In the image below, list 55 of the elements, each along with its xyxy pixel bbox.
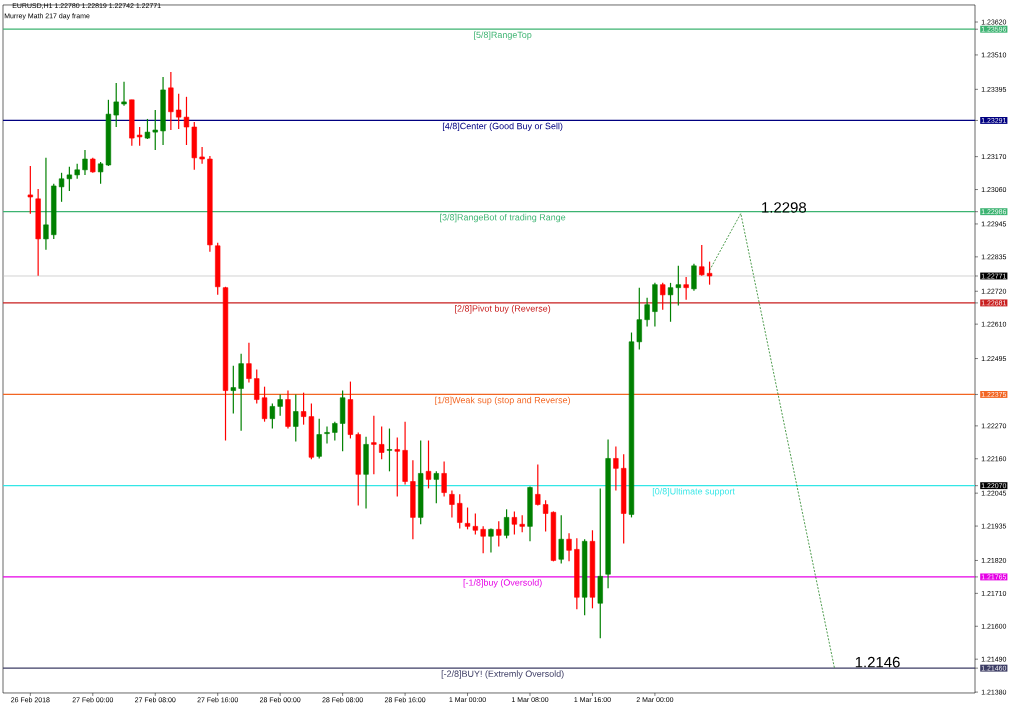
candlestick — [168, 71, 174, 131]
candlestick — [441, 460, 447, 498]
candlestick — [699, 244, 705, 277]
candlestick — [566, 532, 572, 562]
candlestick — [371, 415, 377, 475]
candlestick — [269, 402, 275, 430]
ref-line-label: [4/8]Center (Good Buy or Sell) — [442, 122, 563, 131]
candlestick — [457, 493, 463, 530]
candlestick — [113, 82, 119, 128]
candlestick — [488, 527, 494, 553]
candlestick — [433, 470, 439, 504]
candlestick — [379, 425, 385, 460]
ref-line-label: [-1/8]buy (Oversold) — [463, 579, 542, 588]
candlestick — [425, 439, 432, 489]
candlestick — [449, 489, 455, 518]
ref-line-label: [1/8]Weak sup (stop and Reverse) — [435, 396, 570, 405]
candlestick — [644, 297, 650, 328]
annotation: 1.2146 — [855, 656, 900, 668]
candlestick — [246, 342, 252, 384]
candlestick — [683, 276, 689, 301]
candlestick — [136, 126, 143, 147]
candlestick — [503, 508, 510, 539]
candlestick — [691, 263, 697, 292]
candlestick — [332, 421, 338, 442]
candlestick — [480, 525, 486, 554]
candlestick — [394, 436, 400, 498]
candlestick — [230, 365, 236, 415]
candlestick — [121, 81, 127, 107]
candlestick — [293, 393, 299, 443]
ref-line-label: [-2/8]BUY! (Extremly Oversold) — [441, 670, 564, 679]
candlestick — [613, 445, 619, 492]
candlestick — [82, 149, 88, 176]
candlestick — [706, 261, 713, 286]
candlestick — [199, 146, 205, 165]
candlestick — [636, 287, 642, 351]
ref-line-label: [2/8]Pivot buy (Reverse) — [455, 305, 551, 314]
candlestick — [660, 282, 666, 311]
candlestick — [43, 157, 49, 251]
candlestick — [254, 369, 260, 405]
candlestick — [144, 118, 151, 140]
candlestick — [511, 510, 518, 536]
candlestick — [316, 418, 322, 460]
annotation: 1.2298 — [762, 202, 807, 213]
candlestick — [152, 109, 158, 151]
candlestick — [386, 427, 393, 472]
candlestick — [261, 386, 268, 423]
ref-line-label: [3/8]RangeBot of trading Range — [440, 213, 566, 223]
candlestick — [558, 514, 564, 565]
candlestick — [324, 425, 330, 445]
candlestick — [27, 165, 33, 215]
candlestick — [277, 393, 283, 417]
ref-line-label: [0/8]Ultimate support — [652, 487, 735, 497]
candlestick — [535, 463, 541, 507]
ref-line-label: [5/8]RangeTop — [474, 31, 532, 40]
candlestick — [496, 520, 502, 548]
